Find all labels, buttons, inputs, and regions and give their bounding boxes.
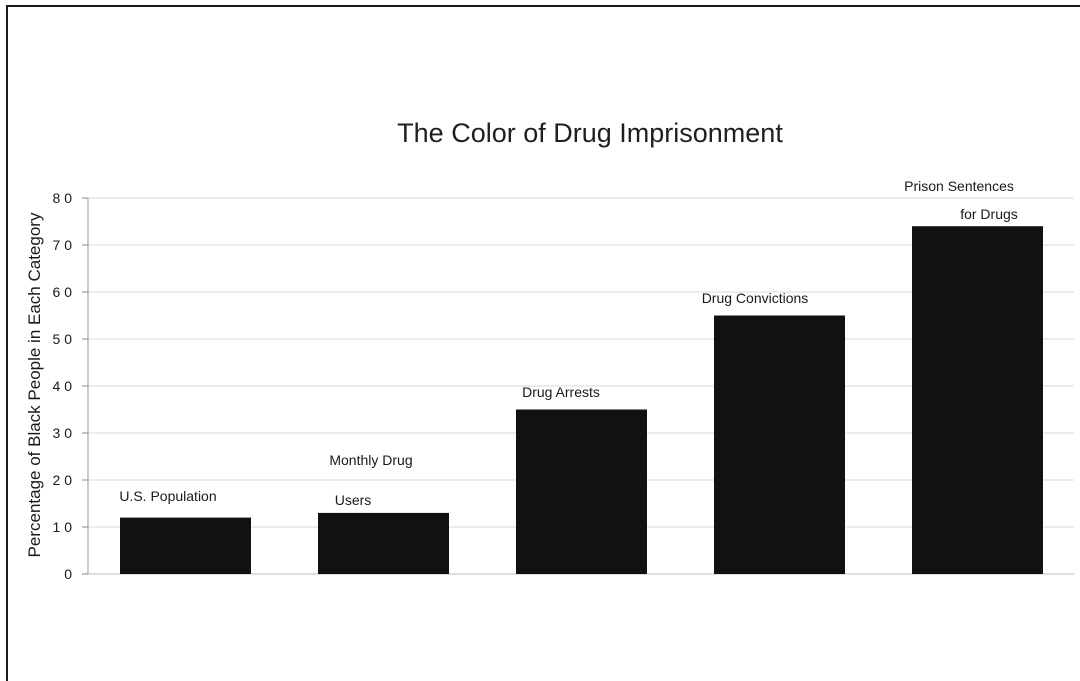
bars [120,226,1043,574]
bar-prison-sentences-for-drugs [912,226,1043,574]
frame-top-border [6,5,1080,7]
y-tick-label: 2 0 [53,472,73,488]
category-label: Users [335,492,372,508]
y-tick-label: 7 0 [53,237,73,253]
bar-u-s-population [120,517,251,574]
y-tick-label: 0 [64,566,72,582]
bar-drug-convictions [714,315,845,574]
y-axis-title: Percentage of Black People in Each Categ… [25,212,44,557]
category-label: Monthly Drug [329,452,412,468]
frame-left-border [6,5,8,681]
y-tick-label: 4 0 [53,378,73,394]
y-tick-label: 8 0 [53,190,73,206]
bar-drug-arrests [516,409,647,574]
y-axis-ticks: 0 1 0 2 0 3 0 4 0 5 0 6 0 7 0 8 0 [53,190,88,582]
category-label: Drug Arrests [522,384,600,400]
category-label: Prison Sentences [904,178,1014,194]
category-label: Drug Convictions [702,290,809,306]
bar-labels: U.S. Population Monthly Drug Users Drug Arr… [119,178,1017,508]
y-tick-label: 3 0 [53,425,73,441]
chart-title: The Color of Drug Imprisonment [397,118,783,148]
bar-monthly-drug-users [318,512,449,574]
y-tick-label: 6 0 [53,284,73,300]
category-label: for Drugs [960,206,1018,222]
y-tick-label: 1 0 [53,519,73,535]
category-label: U.S. Population [119,488,216,504]
y-tick-label: 5 0 [53,331,73,347]
